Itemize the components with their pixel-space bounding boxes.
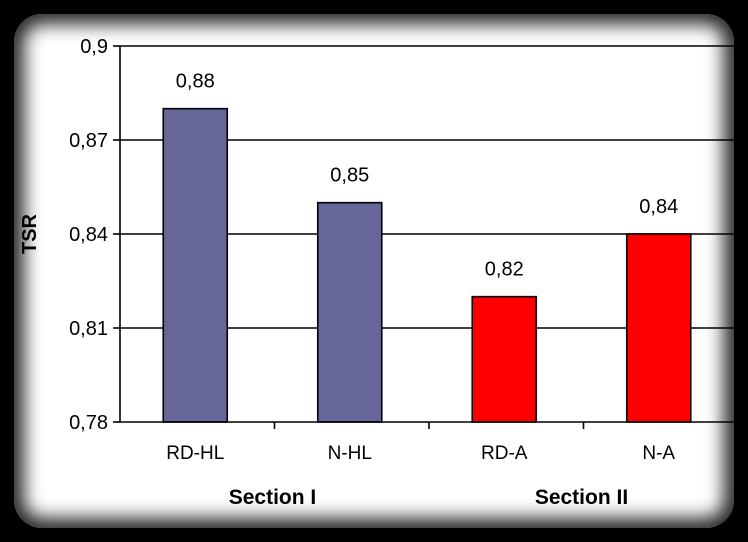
y-tick-label: 0,9 — [80, 36, 108, 58]
section-label: Section I — [229, 486, 317, 509]
axes — [113, 45, 739, 429]
x-tick-label: N-HL — [328, 443, 372, 464]
y-tick-label: 0,78 — [69, 412, 108, 434]
y-tick-label: 0,84 — [69, 224, 108, 246]
x-tick-label: RD-HL — [166, 443, 224, 464]
x-tick-label: N-A — [642, 443, 675, 464]
data-label: 0,88 — [176, 71, 215, 93]
bar-n-hl — [316, 201, 383, 423]
data-label: 0,85 — [330, 165, 369, 187]
y-tick-label: 0,81 — [69, 318, 108, 340]
labels: 0,78 0,81 0,84 0,87 0,9 0,88 RD-HL 0,85 N-HL 0,82… — [69, 36, 678, 509]
data-label: 0,84 — [639, 196, 678, 218]
bar-n-a — [625, 233, 692, 423]
y-tick-label: 0,87 — [69, 130, 108, 152]
section-label: Section II — [535, 486, 628, 509]
x-tick-label: RD-A — [481, 443, 528, 464]
y-axis-title: TSR — [19, 213, 41, 254]
data-label: 0,82 — [485, 259, 524, 281]
bars — [162, 107, 692, 423]
bar-rd-a — [471, 295, 538, 423]
bar-rd-hl — [162, 107, 229, 423]
